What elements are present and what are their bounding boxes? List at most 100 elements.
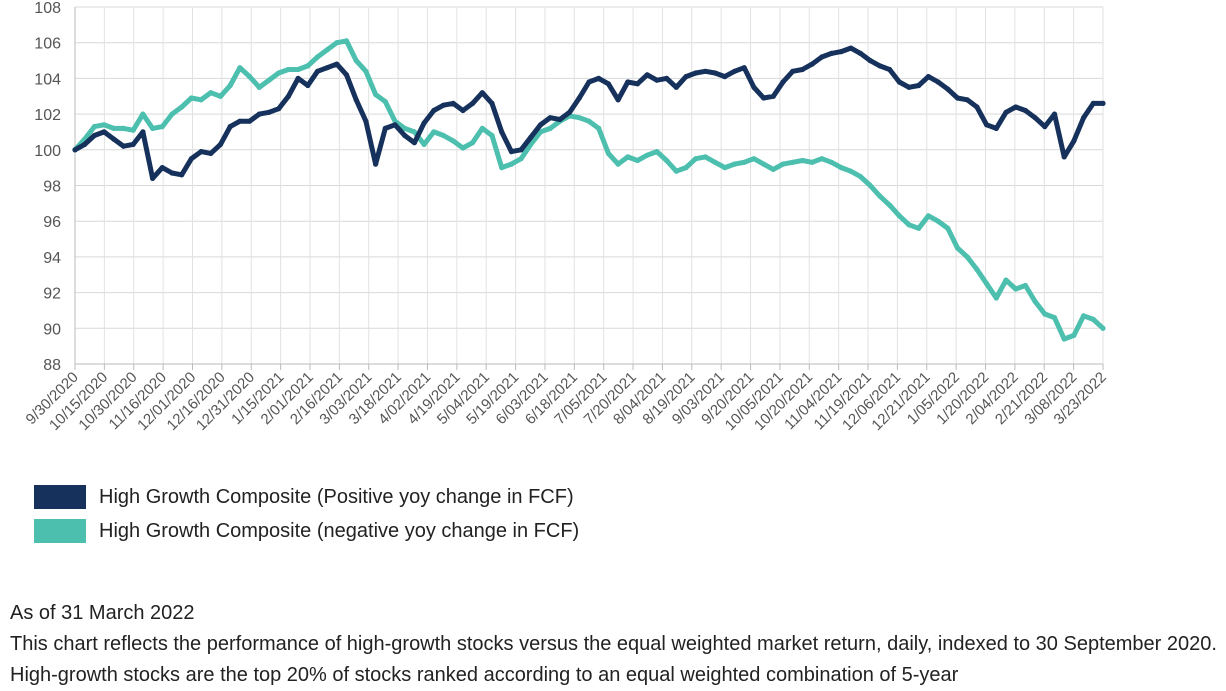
- data-point: [431, 107, 437, 114]
- y-tick-label: 90: [43, 321, 61, 338]
- data-point: [353, 58, 359, 64]
- data-point: [741, 159, 747, 165]
- data-point: [780, 79, 786, 85]
- data-point: [770, 93, 776, 99]
- data-point: [945, 86, 951, 92]
- data-point: [227, 124, 233, 130]
- data-point: [828, 159, 835, 165]
- data-point: [1013, 104, 1019, 110]
- data-point: [1042, 124, 1048, 130]
- data-point: [557, 116, 563, 123]
- data-point: [887, 202, 893, 208]
- data-point: [925, 74, 932, 80]
- y-tick-label: 88: [43, 357, 61, 374]
- data-point: [179, 104, 185, 110]
- data-point: [605, 81, 612, 87]
- data-point: [770, 166, 776, 172]
- data-point: [644, 72, 650, 78]
- data-point: [450, 100, 456, 106]
- legend-item-positive: High Growth Composite (Positive yoy chan…: [34, 480, 579, 514]
- data-point: [130, 127, 136, 133]
- data-point: [227, 82, 233, 89]
- data-point: [1090, 100, 1096, 106]
- data-point: [247, 118, 253, 124]
- data-point: [479, 125, 485, 131]
- data-point: [896, 213, 902, 219]
- data-point: [470, 140, 476, 146]
- data-point: [382, 99, 388, 105]
- legend-swatch-positive: [34, 485, 86, 509]
- data-point: [1090, 316, 1096, 322]
- data-point: [702, 68, 709, 74]
- data-point: [537, 122, 544, 128]
- data-point: [867, 182, 873, 189]
- data-point: [169, 170, 175, 176]
- data-point: [1100, 325, 1106, 331]
- data-point: [664, 157, 670, 164]
- data-point: [1022, 282, 1028, 289]
- data-point: [819, 54, 825, 60]
- data-point: [828, 50, 835, 57]
- x-axis-ticks: 9/30/202010/15/202010/30/202011/16/20201…: [23, 369, 1110, 434]
- data-point: [82, 141, 88, 147]
- data-point: [159, 165, 165, 171]
- data-point: [1022, 107, 1028, 114]
- data-point: [305, 82, 311, 89]
- data-point: [799, 157, 806, 164]
- data-point: [964, 254, 970, 260]
- data-point: [722, 74, 728, 80]
- data-point: [625, 79, 631, 85]
- data-point: [256, 111, 262, 117]
- data-point: [402, 125, 408, 131]
- data-point: [993, 295, 999, 301]
- y-tick-label: 104: [34, 71, 61, 88]
- data-point: [596, 75, 602, 81]
- data-point: [1100, 100, 1106, 106]
- data-point: [324, 47, 330, 53]
- data-point: [305, 63, 311, 69]
- data-point: [276, 70, 282, 76]
- series-positive-fcf: [72, 45, 1106, 181]
- data-point: [761, 95, 767, 101]
- y-tick-label: 94: [43, 250, 61, 267]
- data-point: [159, 124, 165, 130]
- data-point: [489, 100, 495, 106]
- data-point: [857, 50, 864, 57]
- data-point: [392, 118, 398, 124]
- data-point: [576, 115, 582, 121]
- data-point: [615, 161, 621, 167]
- data-point: [799, 66, 806, 73]
- data-point: [285, 66, 291, 73]
- data-point: [295, 66, 301, 73]
- data-point: [654, 149, 660, 155]
- data-point: [654, 77, 660, 83]
- data-point: [373, 161, 379, 167]
- data-point: [91, 124, 97, 130]
- chart-axes: [74, 7, 1104, 370]
- data-point: [1051, 111, 1058, 117]
- data-point: [848, 168, 854, 174]
- data-point: [877, 193, 883, 199]
- data-point: [819, 156, 825, 162]
- data-point: [896, 79, 902, 85]
- data-point: [421, 141, 427, 147]
- data-point: [363, 118, 369, 124]
- y-tick-label: 100: [34, 143, 61, 160]
- data-point: [276, 106, 282, 112]
- data-point: [887, 66, 893, 73]
- legend-label-negative: High Growth Composite (negative yoy chan…: [99, 519, 580, 542]
- series-negative-fcf: [72, 38, 1106, 342]
- data-point: [683, 165, 689, 171]
- data-point: [906, 84, 912, 90]
- data-point: [217, 141, 224, 147]
- data-point: [353, 97, 359, 103]
- legend-label-positive: High Growth Composite (Positive yoy chan…: [99, 485, 574, 508]
- data-point: [363, 68, 369, 74]
- data-point: [673, 168, 679, 174]
- data-point: [140, 111, 146, 117]
- data-point: [683, 74, 689, 80]
- data-point: [537, 129, 544, 135]
- data-point: [964, 97, 970, 103]
- y-tick-label: 106: [34, 36, 61, 53]
- data-point: [440, 102, 447, 108]
